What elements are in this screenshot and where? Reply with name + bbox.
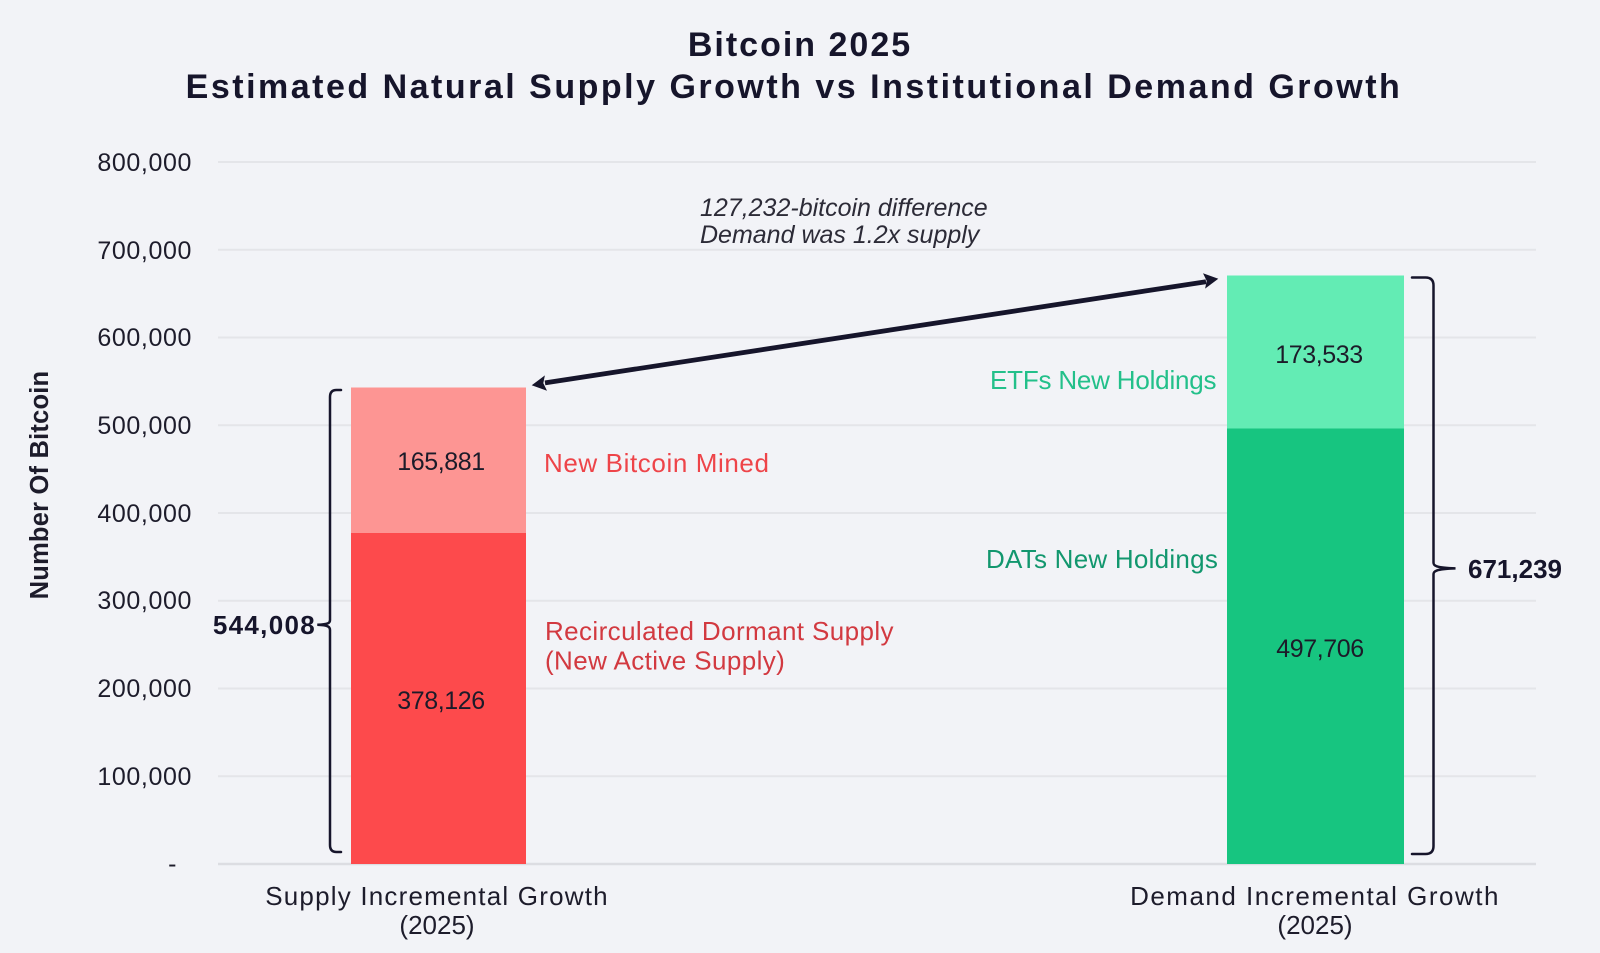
- svg-text:Demand Incremental Growth: Demand Incremental Growth: [1130, 881, 1500, 911]
- svg-text:New Bitcoin Mined: New Bitcoin Mined: [544, 448, 770, 478]
- svg-text:-: -: [168, 850, 177, 878]
- svg-text:(2025): (2025): [1277, 910, 1352, 940]
- svg-text:497,706: 497,706: [1276, 635, 1364, 663]
- svg-text:Number Of Bitcoin: Number Of Bitcoin: [26, 371, 54, 600]
- svg-text:Supply Incremental Growth: Supply Incremental Growth: [265, 881, 609, 911]
- svg-text:544,008: 544,008: [213, 610, 316, 640]
- svg-text:500,000: 500,000: [97, 412, 192, 440]
- svg-text:378,126: 378,126: [397, 687, 485, 715]
- svg-text:127,232-bitcoin difference: 127,232-bitcoin difference: [700, 194, 988, 222]
- svg-text:173,533: 173,533: [1275, 341, 1363, 369]
- svg-text:Recirculated Dormant Supply: Recirculated Dormant Supply: [545, 616, 894, 646]
- svg-text:700,000: 700,000: [97, 237, 192, 265]
- svg-text:Demand was 1.2x supply: Demand was 1.2x supply: [700, 221, 981, 249]
- svg-text:671,239: 671,239: [1468, 554, 1562, 584]
- svg-text:600,000: 600,000: [97, 324, 192, 352]
- svg-text:DATs New Holdings: DATs New Holdings: [986, 544, 1218, 574]
- svg-text:ETFs New Holdings: ETFs New Holdings: [990, 365, 1217, 395]
- svg-text:100,000: 100,000: [97, 763, 192, 791]
- svg-text:200,000: 200,000: [97, 675, 192, 703]
- svg-text:400,000: 400,000: [97, 500, 192, 528]
- svg-text:(2025): (2025): [399, 910, 474, 940]
- svg-text:300,000: 300,000: [97, 587, 192, 615]
- svg-text:165,881: 165,881: [397, 448, 485, 476]
- svg-text:(New Active Supply): (New Active Supply): [545, 646, 785, 676]
- svg-text:800,000: 800,000: [97, 149, 192, 177]
- svg-text:Bitcoin 2025: Bitcoin 2025: [688, 26, 912, 64]
- svg-text:Estimated Natural Supply Growt: Estimated Natural Supply Growth vs Insti…: [186, 68, 1403, 106]
